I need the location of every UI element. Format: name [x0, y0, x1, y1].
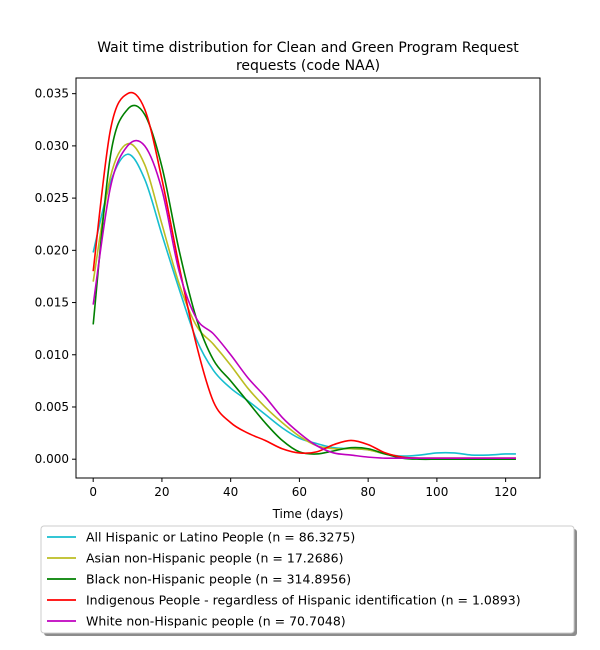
y-tick-label: 0.005 [35, 400, 69, 414]
series-line-1 [92, 142, 516, 460]
y-axis-ticks: 0.000 0.005 0.010 0.015 0.020 0.025 0.030 0.035 [35, 87, 76, 466]
x-tick-label: 0 [89, 485, 97, 499]
x-tick-label: 120 [494, 485, 517, 499]
y-tick-label: 0.000 [35, 452, 69, 466]
y-tick-label: 0.015 [35, 296, 69, 310]
legend-label-1: Asian non-Hispanic people (n = 17.2686) [86, 551, 343, 566]
legend-label-2: Black non-Hispanic people (n = 314.8956) [86, 572, 351, 587]
series-line-4 [92, 139, 516, 460]
y-tick-label: 0.030 [35, 139, 69, 153]
legend: All Hispanic or Latino People (n = 86.32… [40, 525, 577, 636]
x-axis-ticks: 0 20 40 60 80 100 120 [89, 478, 517, 499]
y-tick-label: 0.010 [35, 348, 69, 362]
chart-title-line-1: Wait time distribution for Clean and Gre… [97, 40, 519, 56]
x-axis-label: Time (days) [272, 507, 344, 521]
x-tick-label: 40 [223, 485, 238, 499]
y-tick-label: 0.020 [35, 243, 69, 257]
legend-items: All Hispanic or Latino People (n = 86.32… [47, 530, 521, 629]
plot-lines [92, 91, 516, 461]
series-line-2 [92, 104, 516, 461]
legend-label-3: Indigenous People - regardless of Hispan… [86, 593, 521, 608]
legend-label-0: All Hispanic or Latino People (n = 86.32… [86, 530, 355, 545]
y-tick-label: 0.025 [35, 191, 69, 205]
x-tick-label: 100 [425, 485, 448, 499]
x-tick-label: 20 [154, 485, 169, 499]
x-tick-label: 60 [292, 485, 307, 499]
x-tick-label: 80 [361, 485, 376, 499]
chart-title-line-2: requests (code NAA) [236, 58, 380, 74]
plot-area-frame [75, 77, 541, 479]
legend-box [40, 525, 575, 634]
series-line-0 [92, 153, 516, 457]
y-tick-label: 0.035 [35, 87, 69, 101]
legend-label-4: White non-Hispanic people (n = 70.7048) [86, 614, 346, 629]
